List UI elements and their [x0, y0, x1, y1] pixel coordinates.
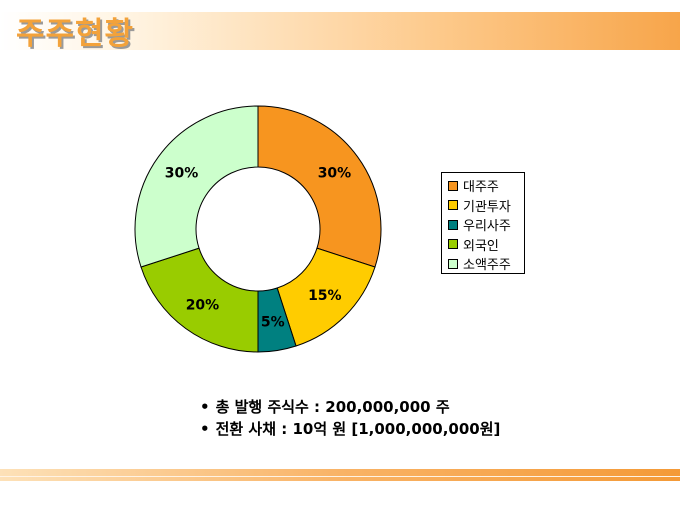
note-text-total-shares: 총 발행 주식수 : 200,000,000 주	[215, 398, 450, 416]
slice-minority	[134, 105, 259, 268]
note-total-shares: • 총 발행 주식수 : 200,000,000 주	[200, 396, 500, 418]
legend-item-minority: 소액주주	[448, 254, 524, 274]
legend-swatch-foreign	[448, 239, 458, 250]
legend-label-foreign: 외국인	[463, 238, 499, 254]
page-title: 주주현황	[16, 16, 135, 52]
legend-item-employee-stock: 우리사주	[448, 215, 524, 235]
slice-foreign	[140, 247, 259, 353]
legend-label-employee-stock: 우리사주	[463, 219, 511, 235]
slice-label-minority: 30%	[165, 165, 199, 181]
legend-swatch-major-shareholder	[448, 180, 458, 191]
note-convertible-bond: • 전환 사채 : 10억 원 [1,000,000,000원]	[200, 418, 500, 440]
slice-label-institutional: 15%	[308, 288, 342, 304]
note-bullet: •	[200, 398, 210, 416]
legend-item-major-shareholder: 대주주	[448, 176, 524, 196]
legend-item-foreign: 외국인	[448, 235, 524, 255]
slice-label-employee-stock: 5%	[261, 314, 285, 330]
note-text-convertible-bond: 전환 사채 : 10억 원 [1,000,000,000원]	[215, 420, 501, 438]
legend-swatch-minority	[448, 258, 458, 269]
legend-item-institutional: 기관투자	[448, 196, 524, 216]
notes-list: • 총 발행 주식수 : 200,000,000 주 • 전환 사채 : 10억 원…	[200, 396, 500, 440]
legend-swatch-institutional	[448, 200, 458, 211]
legend-label-minority: 소액주주	[463, 258, 511, 274]
slice-major-shareholder	[257, 105, 382, 268]
chart-legend: 대주주 기관투자 우리사주 외국인 소액주주	[441, 172, 525, 274]
legend-label-institutional: 기관투자	[463, 199, 511, 215]
header-bar	[0, 12, 680, 50]
note-bullet: •	[200, 420, 210, 438]
legend-label-major-shareholder: 대주주	[463, 180, 499, 196]
slice-label-major-shareholder: 30%	[318, 165, 352, 181]
footer-bar	[0, 469, 680, 481]
slice-label-foreign: 20%	[186, 297, 220, 313]
legend-swatch-employee-stock	[448, 219, 458, 230]
